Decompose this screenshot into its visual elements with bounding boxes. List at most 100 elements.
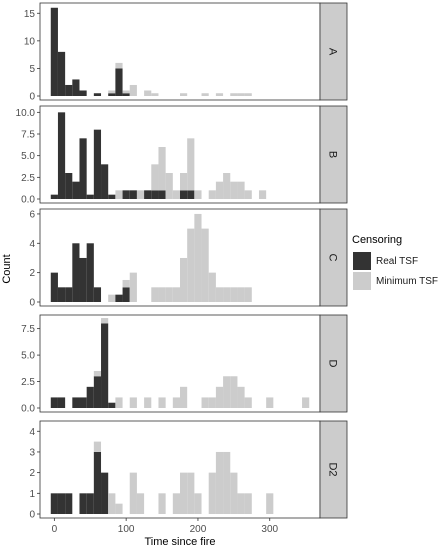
bar-minimum-tsf bbox=[129, 272, 137, 302]
bar-minimum-tsf bbox=[237, 386, 245, 408]
bar-minimum-tsf bbox=[244, 397, 252, 408]
bar-minimum-tsf bbox=[215, 181, 224, 199]
bar-minimum-tsf bbox=[144, 397, 152, 408]
bar-minimum-tsf bbox=[244, 287, 252, 302]
facet-label: D2 bbox=[327, 462, 339, 476]
facet-strip bbox=[319, 420, 348, 519]
bar-minimum-tsf bbox=[129, 84, 137, 96]
legend-title: Censoring bbox=[352, 234, 403, 246]
y-tick-label: 2.5 bbox=[21, 377, 35, 388]
bar-real-tsf bbox=[86, 194, 94, 199]
x-tick-label: 300 bbox=[261, 524, 278, 535]
bar-real-tsf bbox=[72, 243, 80, 302]
y-axis-title: Count bbox=[1, 254, 13, 283]
bar-real-tsf bbox=[108, 194, 116, 199]
bar-minimum-tsf bbox=[302, 397, 310, 408]
bar-minimum-tsf bbox=[223, 451, 231, 514]
bar-minimum-tsf bbox=[215, 93, 224, 96]
bar-minimum-tsf bbox=[223, 376, 231, 408]
bar-real-tsf bbox=[50, 493, 58, 514]
panel-d2: 0 1 2 3 4 D2 bbox=[29, 420, 348, 521]
y-tick-label: 10 bbox=[24, 36, 36, 47]
y-tick-label: 0.0 bbox=[21, 404, 35, 415]
bar-minimum-tsf bbox=[208, 190, 216, 199]
bar-real-tsf bbox=[57, 287, 66, 302]
y-tick-label: 3 bbox=[29, 447, 35, 458]
facet-label: B bbox=[327, 151, 339, 158]
bar-real-tsf bbox=[65, 493, 73, 514]
bar-minimum-tsf bbox=[129, 397, 137, 408]
bar-minimum-tsf bbox=[101, 318, 109, 324]
bar-real-tsf bbox=[57, 493, 66, 514]
bar-minimum-tsf bbox=[194, 213, 202, 302]
bar-real-tsf bbox=[144, 190, 152, 199]
legend: Censoring Real TSF Minimum TSF bbox=[352, 234, 438, 291]
bar-real-tsf bbox=[50, 194, 58, 199]
legend-label-minimum-tsf: Minimum TSF bbox=[376, 275, 439, 287]
bar-minimum-tsf bbox=[122, 90, 130, 94]
bar-real-tsf bbox=[79, 138, 87, 199]
bar-real-tsf bbox=[101, 323, 109, 408]
panel-c: 0 2 4 6 C bbox=[29, 208, 348, 309]
bar-real-tsf bbox=[86, 243, 94, 302]
panel-d: 0.0 2.5 5.0 7.5 D bbox=[21, 314, 348, 415]
y-tick-label: 2 bbox=[29, 268, 35, 279]
x-tick-label: 200 bbox=[190, 524, 207, 535]
y-tick-label: 5.0 bbox=[21, 351, 35, 362]
bar-minimum-tsf bbox=[215, 386, 224, 408]
bar-minimum-tsf bbox=[165, 173, 173, 199]
bar-real-tsf bbox=[57, 51, 66, 96]
bar-real-tsf bbox=[115, 68, 123, 96]
bar-real-tsf bbox=[122, 93, 130, 96]
bar-minimum-tsf bbox=[180, 173, 188, 191]
x-axis-title: Time since fire bbox=[144, 536, 215, 548]
bar-minimum-tsf bbox=[108, 493, 116, 514]
bar-minimum-tsf bbox=[230, 93, 238, 96]
bar-real-tsf bbox=[72, 79, 80, 96]
bar-minimum-tsf bbox=[180, 386, 188, 408]
bar-minimum-tsf bbox=[230, 472, 238, 514]
bar-minimum-tsf bbox=[266, 493, 274, 514]
legend-key-real-tsf bbox=[353, 252, 371, 270]
bar-minimum-tsf bbox=[172, 397, 180, 408]
bar-minimum-tsf bbox=[136, 190, 145, 199]
bar-real-tsf bbox=[86, 386, 94, 408]
bar-minimum-tsf bbox=[180, 257, 188, 302]
bar-real-tsf bbox=[122, 190, 130, 199]
bar-minimum-tsf bbox=[93, 370, 102, 377]
bar-minimum-tsf bbox=[187, 472, 195, 514]
bar-minimum-tsf bbox=[158, 287, 166, 302]
bar-minimum-tsf bbox=[237, 93, 245, 96]
y-tick-label: 7.5 bbox=[21, 130, 35, 141]
bar-minimum-tsf bbox=[223, 287, 231, 302]
bar-real-tsf bbox=[65, 287, 73, 302]
bar-minimum-tsf bbox=[129, 472, 137, 514]
bar-minimum-tsf bbox=[115, 190, 123, 199]
bar-real-tsf bbox=[57, 112, 66, 199]
facet-label: D bbox=[327, 360, 339, 368]
bar-minimum-tsf bbox=[172, 493, 180, 514]
y-tick-label: 15 bbox=[24, 9, 36, 20]
bar-minimum-tsf bbox=[237, 181, 245, 199]
y-tick-label: 7.5 bbox=[21, 324, 35, 335]
bar-real-tsf bbox=[180, 190, 188, 199]
bar-minimum-tsf bbox=[258, 190, 267, 199]
legend-label-real-tsf: Real TSF bbox=[376, 255, 419, 267]
bar-minimum-tsf bbox=[115, 62, 123, 69]
bar-minimum-tsf bbox=[108, 90, 116, 94]
bar-minimum-tsf bbox=[244, 190, 252, 199]
bar-real-tsf bbox=[115, 294, 123, 302]
bar-real-tsf bbox=[93, 376, 102, 408]
y-tick-label: 6 bbox=[29, 209, 35, 220]
bar-real-tsf bbox=[72, 397, 80, 408]
bar-minimum-tsf bbox=[244, 93, 252, 96]
bar-minimum-tsf bbox=[187, 228, 195, 302]
facet-label: C bbox=[327, 254, 339, 262]
y-tick-label: 10.0 bbox=[16, 108, 36, 119]
y-tick-label: 2.5 bbox=[21, 173, 35, 184]
legend-key-minimum-tsf bbox=[353, 272, 371, 290]
bar-real-tsf bbox=[65, 173, 73, 199]
legend-item-minimum-tsf: Minimum TSF bbox=[352, 271, 438, 291]
bar-minimum-tsf bbox=[244, 493, 252, 514]
bar-minimum-tsf bbox=[115, 397, 123, 408]
